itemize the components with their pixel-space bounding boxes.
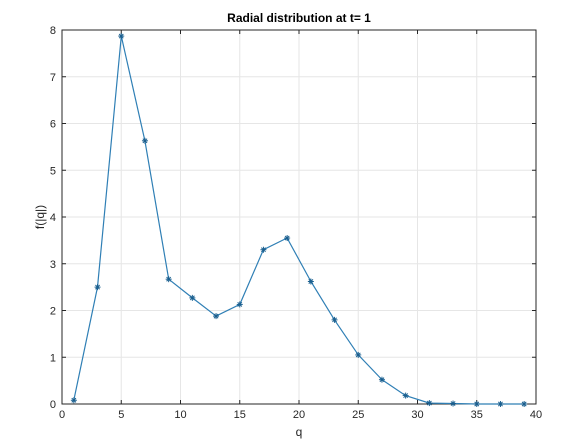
y-tick-label: 0 xyxy=(50,399,56,411)
x-tick-label: 5 xyxy=(118,409,124,421)
x-tick-label: 35 xyxy=(471,409,483,421)
data-point xyxy=(355,351,362,358)
asterisk-marker-stroke xyxy=(403,393,409,399)
data-point xyxy=(284,235,291,242)
ticks: 0 5 10 15 20 25 30 35 40 0 1 2 3 4 5 6 7 8 xyxy=(50,25,542,421)
asterisk-marker-stroke xyxy=(189,295,195,301)
asterisk-marker-stroke xyxy=(260,247,266,253)
x-axis-label: q xyxy=(296,425,303,439)
x-tick-label: 10 xyxy=(174,409,186,421)
data-point xyxy=(141,137,148,144)
asterisk-marker-stroke xyxy=(332,317,338,323)
data-point xyxy=(497,401,504,407)
data-point xyxy=(521,401,528,407)
asterisk-marker-stroke xyxy=(166,276,172,282)
y-tick-label: 5 xyxy=(50,165,56,177)
y-tick-label: 6 xyxy=(50,119,56,131)
x-tick-label: 20 xyxy=(293,409,305,421)
x-tick-label: 15 xyxy=(234,409,246,421)
asterisk-marker-stroke xyxy=(284,235,290,241)
asterisk-marker-stroke xyxy=(237,301,243,307)
data-point xyxy=(378,376,385,383)
data-point xyxy=(473,401,480,407)
asterisk-marker-stroke xyxy=(213,313,219,319)
y-tick-label: 7 xyxy=(50,72,56,84)
y-axis-label: f(|q|) xyxy=(33,205,47,229)
asterisk-marker-stroke xyxy=(426,400,432,406)
y-tick-label: 8 xyxy=(50,25,56,37)
asterisk-marker-stroke xyxy=(118,33,124,39)
data-point xyxy=(118,33,125,40)
data-point xyxy=(307,278,314,285)
data-point xyxy=(450,400,457,407)
data-point xyxy=(236,301,243,308)
data-point xyxy=(189,294,196,301)
data-point xyxy=(426,400,433,407)
y-tick-label: 4 xyxy=(50,212,56,224)
x-tick-label: 40 xyxy=(530,409,542,421)
data-point xyxy=(213,313,220,320)
asterisk-marker-stroke xyxy=(142,138,148,144)
asterisk-marker-stroke xyxy=(474,401,480,407)
asterisk-marker-stroke xyxy=(379,377,385,383)
data-point xyxy=(260,246,267,253)
asterisk-marker-stroke xyxy=(308,279,314,284)
data-point xyxy=(94,284,101,291)
chart-title: Radial distribution at t= 1 xyxy=(227,11,371,25)
data-point xyxy=(70,397,77,404)
y-tick-label: 3 xyxy=(50,259,56,271)
asterisk-marker-stroke xyxy=(497,401,503,407)
y-tick-label: 2 xyxy=(50,306,56,318)
asterisk-marker-stroke xyxy=(95,284,101,290)
x-tick-label: 25 xyxy=(352,409,364,421)
data-point xyxy=(331,316,338,323)
asterisk-marker-stroke xyxy=(355,352,361,358)
asterisk-marker-stroke xyxy=(71,397,77,403)
data-point xyxy=(165,276,172,283)
y-tick-label: 1 xyxy=(50,352,56,364)
asterisk-marker-stroke xyxy=(450,401,456,406)
x-tick-label: 30 xyxy=(411,409,423,421)
asterisk-marker-stroke xyxy=(521,401,527,407)
data-point xyxy=(402,392,409,399)
x-tick-label: 0 xyxy=(59,409,65,421)
series-line xyxy=(73,35,525,405)
series xyxy=(70,33,528,407)
